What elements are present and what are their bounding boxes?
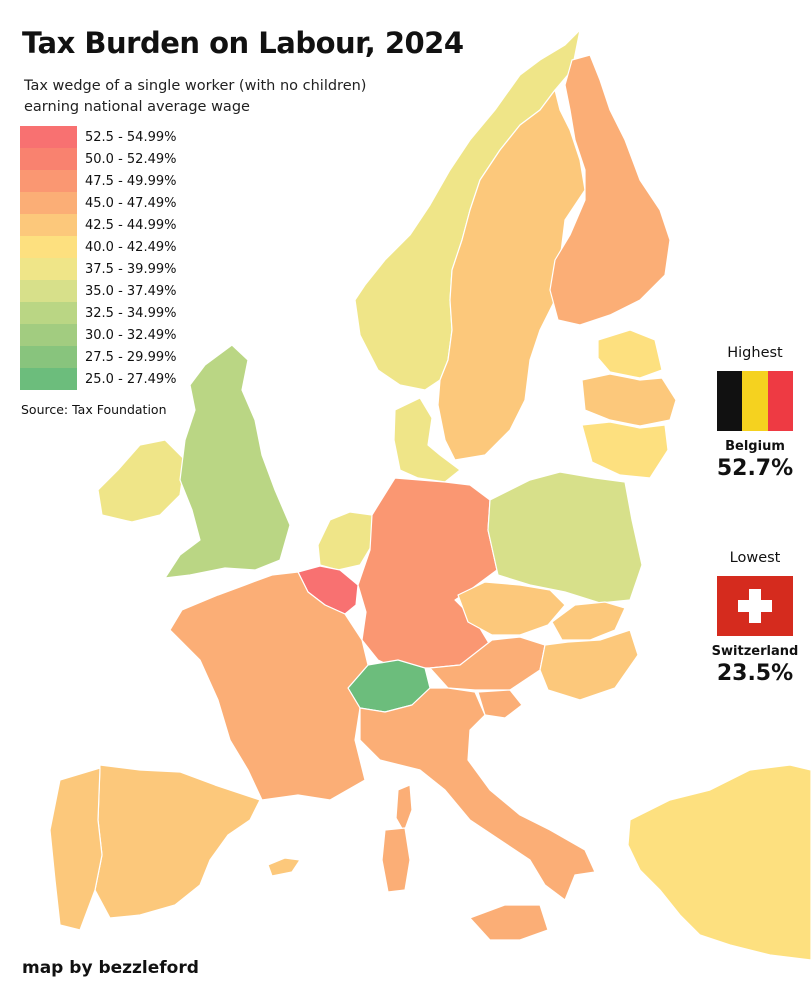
lowest-heading: Lowest — [729, 550, 781, 566]
region-latvia[interactable] — [581, 373, 677, 427]
map-subtitle: Tax wedge of a single worker (with no ch… — [24, 78, 367, 115]
region-sardinia[interactable] — [381, 827, 411, 893]
map-title: Tax Burden on Labour, 2024 — [22, 26, 464, 60]
legend-item: 47.5 - 49.99% — [20, 170, 176, 192]
highest-value: 52.7% — [716, 456, 794, 481]
region-finland[interactable] — [549, 54, 671, 326]
legend-swatch — [20, 214, 77, 236]
region-germany[interactable] — [357, 477, 498, 669]
switzerland-flag-icon — [717, 576, 793, 636]
region-sweden[interactable] — [437, 89, 586, 461]
legend-item: 42.5 - 44.99% — [20, 214, 176, 236]
legend-label: 27.5 - 29.99% — [85, 349, 177, 365]
region-united-kingdom[interactable] — [164, 344, 291, 579]
legend-item: 37.5 - 39.99% — [20, 258, 176, 280]
legend-swatch — [20, 148, 77, 170]
highest-heading: Highest — [727, 345, 783, 361]
legend-label: 50.0 - 52.49% — [85, 151, 177, 167]
legend-item: 40.0 - 42.49% — [20, 236, 176, 258]
legend-label: 32.5 - 34.99% — [85, 305, 177, 321]
region-lithuania[interactable] — [581, 421, 669, 479]
legend-label: 40.0 - 42.49% — [85, 239, 177, 255]
region-czechia[interactable] — [457, 581, 566, 636]
region-ireland[interactable] — [97, 439, 186, 523]
legend-label: 47.5 - 49.99% — [85, 173, 177, 189]
legend-swatch — [20, 324, 77, 346]
legend-label: 25.0 - 27.49% — [85, 371, 177, 387]
belgium-flag-icon — [717, 371, 793, 431]
legend-swatch — [20, 302, 77, 324]
legend-swatch — [20, 236, 77, 258]
region-hungary[interactable] — [539, 629, 639, 701]
legend-swatch — [20, 170, 77, 192]
legend-item: 32.5 - 34.99% — [20, 302, 176, 324]
legend-label: 37.5 - 39.99% — [85, 261, 177, 277]
legend-item: 35.0 - 37.49% — [20, 280, 176, 302]
region-spain[interactable] — [94, 764, 261, 919]
legend-label: 52.5 - 54.99% — [85, 129, 177, 145]
region-poland[interactable] — [487, 471, 643, 604]
region-balearic-islands[interactable] — [267, 857, 301, 877]
region-slovakia[interactable] — [551, 601, 626, 641]
region-greece[interactable] — [627, 764, 811, 961]
region-denmark[interactable] — [393, 397, 461, 483]
region-portugal[interactable] — [49, 767, 103, 931]
legend-item: 45.0 - 47.49% — [20, 192, 176, 214]
highest-panel: Highest Belgium 52.7% — [700, 345, 810, 481]
lowest-panel: Lowest Switzerland 23.5% — [700, 550, 810, 686]
region-italy[interactable] — [359, 687, 596, 901]
legend-item: 52.5 - 54.99% — [20, 126, 176, 148]
legend-item: 30.0 - 32.49% — [20, 324, 176, 346]
legend-item: 27.5 - 29.99% — [20, 346, 176, 368]
legend-label: 35.0 - 37.49% — [85, 283, 177, 299]
legend-label: 30.0 - 32.49% — [85, 327, 177, 343]
map-credit: map by bezzleford — [22, 958, 199, 978]
legend-swatch — [20, 192, 77, 214]
region-netherlands[interactable] — [317, 511, 373, 571]
legend-item: 25.0 - 27.49% — [20, 368, 176, 390]
legend-swatch — [20, 346, 77, 368]
region-estonia[interactable] — [597, 329, 663, 379]
legend-label: 45.0 - 47.49% — [85, 195, 177, 211]
legend-label: 42.5 - 44.99% — [85, 217, 177, 233]
legend-swatch — [20, 258, 77, 280]
source-note: Source: Tax Foundation — [21, 402, 167, 417]
legend: 52.5 - 54.99% 50.0 - 52.49% 47.5 - 49.99% 4… — [20, 126, 176, 390]
highest-country: Belgium — [725, 439, 785, 454]
legend-swatch — [20, 368, 77, 390]
legend-item: 50.0 - 52.49% — [20, 148, 176, 170]
region-corsica[interactable] — [395, 784, 413, 833]
legend-swatch — [20, 126, 77, 148]
legend-swatch — [20, 280, 77, 302]
lowest-country: Switzerland — [711, 644, 799, 659]
region-sicily[interactable] — [469, 904, 549, 941]
region-france[interactable] — [169, 571, 369, 801]
lowest-value: 23.5% — [716, 661, 794, 686]
